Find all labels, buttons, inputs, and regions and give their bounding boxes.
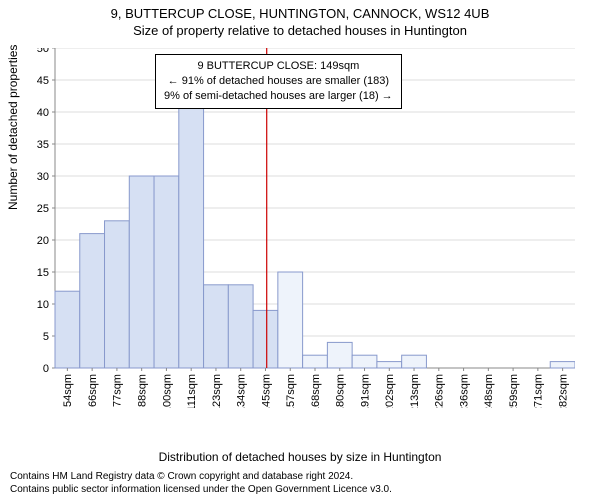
copyright-text: Contains HM Land Registry data © Crown c…: [10, 471, 392, 496]
svg-text:50: 50: [37, 48, 49, 55]
copyright-line1: Contains HM Land Registry data © Crown c…: [10, 471, 392, 484]
svg-text:248sqm: 248sqm: [483, 374, 495, 408]
svg-text:10: 10: [37, 299, 49, 311]
svg-text:168sqm: 168sqm: [310, 374, 322, 408]
svg-text:88sqm: 88sqm: [137, 374, 149, 407]
copyright-line2: Contains public sector information licen…: [10, 484, 392, 497]
x-axis-label: Distribution of detached houses by size …: [0, 450, 600, 464]
svg-text:271sqm: 271sqm: [533, 374, 545, 408]
svg-text:259sqm: 259sqm: [508, 374, 520, 408]
svg-text:30: 30: [37, 171, 49, 183]
svg-text:100sqm: 100sqm: [161, 374, 173, 408]
svg-text:157sqm: 157sqm: [285, 374, 297, 408]
svg-text:15: 15: [37, 267, 49, 279]
chart-titles: 9, BUTTERCUP CLOSE, HUNTINGTON, CANNOCK,…: [0, 0, 600, 38]
svg-text:202sqm: 202sqm: [384, 374, 396, 408]
svg-text:5: 5: [43, 331, 49, 343]
annotation-line3: 9% of semi-detached houses are larger (1…: [164, 89, 393, 104]
chart-container: { "titles": { "line1": "9, BUTTERCUP CLO…: [0, 0, 600, 500]
svg-text:0: 0: [43, 363, 49, 375]
svg-text:77sqm: 77sqm: [112, 374, 124, 407]
svg-text:45: 45: [37, 75, 49, 87]
y-axis-label: Number of detached properties: [6, 45, 20, 210]
svg-text:236sqm: 236sqm: [458, 374, 470, 408]
svg-text:66sqm: 66sqm: [87, 374, 99, 407]
svg-text:54sqm: 54sqm: [62, 374, 74, 407]
svg-text:282sqm: 282sqm: [557, 374, 569, 408]
svg-text:213sqm: 213sqm: [409, 374, 421, 408]
annotation-line2: ← 91% of detached houses are smaller (18…: [164, 74, 393, 89]
plot-area: 0510152025303540455054sqm66sqm77sqm88sqm…: [55, 48, 575, 408]
svg-text:226sqm: 226sqm: [434, 374, 446, 408]
svg-text:20: 20: [37, 235, 49, 247]
annotation-line1: 9 BUTTERCUP CLOSE: 149sqm: [164, 59, 393, 74]
svg-text:25: 25: [37, 203, 49, 215]
annotation-box: 9 BUTTERCUP CLOSE: 149sqm ← 91% of detac…: [155, 54, 402, 109]
svg-text:191sqm: 191sqm: [359, 374, 371, 408]
svg-text:35: 35: [37, 139, 49, 151]
svg-text:123sqm: 123sqm: [211, 374, 223, 408]
svg-text:180sqm: 180sqm: [335, 374, 347, 408]
svg-text:111sqm: 111sqm: [186, 374, 198, 408]
svg-text:145sqm: 145sqm: [260, 374, 272, 408]
chart-title-address: 9, BUTTERCUP CLOSE, HUNTINGTON, CANNOCK,…: [0, 6, 600, 21]
svg-text:134sqm: 134sqm: [236, 374, 248, 408]
chart-subtitle: Size of property relative to detached ho…: [0, 23, 600, 38]
svg-text:40: 40: [37, 107, 49, 119]
